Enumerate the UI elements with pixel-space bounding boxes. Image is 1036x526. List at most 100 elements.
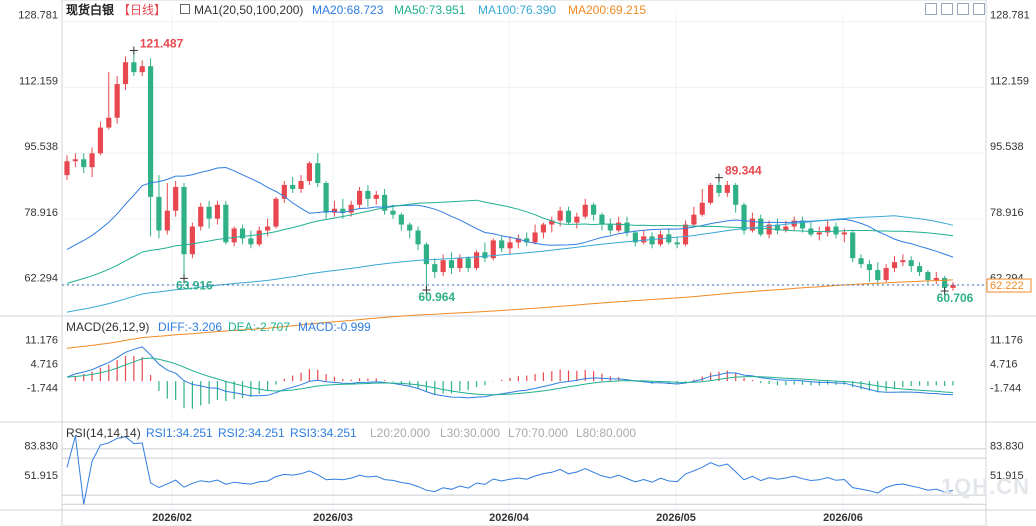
candle-body [89, 153, 95, 168]
period-selector[interactable]: 【日线】 [118, 3, 167, 17]
candle-body [239, 228, 246, 239]
indicator-settings-icon[interactable] [180, 4, 190, 14]
rsi3-value: RSI3:34.251 [290, 426, 357, 440]
ma50-line [66, 199, 954, 284]
watermark: 1QH.CN [940, 474, 1030, 499]
rsi2-value: RSI2:34.251 [218, 426, 285, 440]
candle-body [900, 260, 906, 263]
candle-body [774, 224, 781, 231]
candle-body [340, 208, 346, 213]
candle-body [373, 194, 379, 199]
candle-body [833, 226, 839, 235]
candle-body [281, 184, 287, 199]
candle-body [315, 163, 321, 183]
rsi-l20: L20:20.000 [370, 426, 431, 440]
candle-body [173, 186, 179, 211]
candle-body [97, 127, 104, 154]
candle-body [749, 218, 755, 231]
rsi-y-tick-left: 51.915 [24, 470, 58, 482]
candle-body [866, 264, 873, 271]
candle-body [214, 204, 221, 219]
candle-body [858, 258, 864, 265]
y-tick-label-right: 95.538 [990, 141, 1024, 153]
candle-body [699, 202, 705, 215]
candle-body [507, 242, 513, 249]
candle-body [499, 240, 505, 249]
low-label: 63.916 [176, 278, 213, 292]
candle-body [482, 252, 488, 259]
y-tick-label-right: 128.781 [990, 10, 1030, 22]
candle-body [825, 226, 831, 233]
candle-body [783, 226, 789, 231]
macd-y-tick-left: -1.744 [27, 383, 58, 395]
candle-body [557, 210, 563, 221]
candle-body [198, 206, 204, 227]
candle-body [532, 232, 538, 243]
macd-y-tick-left: 4.716 [30, 359, 58, 371]
candle-body [131, 62, 137, 73]
macd-label: MACD(26,12,9) [66, 320, 150, 334]
candle-body [766, 224, 772, 235]
macd-dea-line [66, 357, 954, 396]
x-tick-label: 2026/02 [152, 512, 192, 524]
candle-body [114, 84, 120, 118]
candle-body [916, 266, 923, 273]
candle-body [390, 210, 396, 215]
y-tick-label-left: 62.294 [24, 273, 58, 285]
candle-body [599, 214, 605, 225]
candle-body [72, 159, 78, 162]
candle-body [81, 159, 87, 168]
candle-body [841, 232, 847, 235]
rsi-y-tick-right: 83.830 [990, 440, 1024, 452]
candle-body [423, 244, 430, 265]
x-tick-label: 2026/06 [823, 512, 863, 524]
candle-body [265, 226, 271, 231]
candle-body [816, 232, 822, 235]
macd-value: MACD:-0.999 [298, 320, 371, 334]
candle-body [231, 228, 237, 243]
last-price-badge [986, 278, 1032, 293]
macd-diff-line [66, 346, 954, 399]
fullscreen-icon[interactable] [973, 3, 985, 15]
candle-body [741, 204, 747, 231]
candle-body [674, 242, 680, 245]
candle-body [540, 224, 547, 233]
macd-y-tick-right: -1.744 [990, 383, 1021, 395]
candle-body [515, 238, 521, 243]
candle-body [356, 190, 363, 205]
candle-body [331, 208, 338, 213]
rsi-line [66, 435, 954, 505]
y-tick-label-left: 78.916 [24, 207, 58, 219]
crosshair-icon[interactable] [925, 3, 937, 15]
candle-body [306, 163, 312, 182]
rsi-y-tick-right: 51.915 [990, 470, 1024, 482]
candle-body [448, 260, 455, 269]
plot-frame [61, 0, 987, 526]
candle-body [724, 184, 730, 193]
zoom-in-icon[interactable] [941, 3, 953, 15]
rsi-label: RSI(14,14,14) [66, 426, 141, 440]
candle-body [632, 232, 638, 243]
candle-body [122, 62, 129, 85]
x-tick-label: 2026/04 [489, 512, 530, 524]
candle-body [616, 222, 622, 231]
candle-body [64, 161, 70, 176]
candle-body [716, 184, 722, 193]
candle-body [490, 240, 496, 259]
candle-body [891, 262, 898, 269]
candle-body [398, 214, 404, 225]
candle-body [733, 184, 739, 205]
candle-body [641, 236, 647, 243]
candle-body [607, 224, 613, 231]
zoom-out-icon[interactable] [957, 3, 969, 15]
y-tick-label-right: 78.916 [990, 207, 1024, 219]
candle-body [248, 238, 254, 245]
candle-body [256, 230, 262, 245]
candle-body [691, 214, 697, 225]
macd-y-tick-right: 11.176 [990, 335, 1023, 347]
y-tick-label-left: 95.538 [24, 141, 58, 153]
candle-body [181, 186, 187, 255]
candle-body [657, 234, 664, 245]
candle-body [189, 226, 195, 255]
